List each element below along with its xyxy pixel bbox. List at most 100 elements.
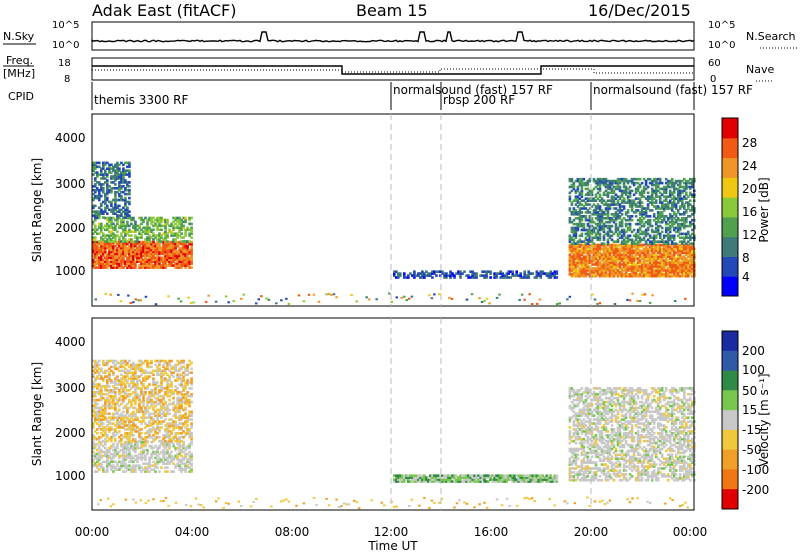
power-cell xyxy=(602,224,606,228)
power-cell xyxy=(578,249,582,253)
power-cell xyxy=(154,262,157,265)
velocity-cell xyxy=(92,408,95,412)
power-cell xyxy=(596,243,600,247)
power-cell xyxy=(92,236,95,239)
power-cell xyxy=(499,276,502,279)
power-cell xyxy=(182,250,185,254)
power-cell xyxy=(578,215,582,218)
velocity-cell xyxy=(142,392,145,396)
power-cell xyxy=(685,211,688,214)
power-cell xyxy=(574,228,578,232)
velocity-cell xyxy=(108,428,111,431)
power-cell xyxy=(604,257,608,260)
power-cell xyxy=(640,191,644,195)
power-cell xyxy=(604,243,608,247)
velocity-cell xyxy=(102,466,105,469)
power-cell xyxy=(106,254,109,258)
power-cell xyxy=(94,210,97,213)
velocity-cell xyxy=(120,394,123,398)
velocity-cell xyxy=(146,402,149,406)
power-cell xyxy=(112,254,115,258)
power-cell xyxy=(650,242,654,245)
power-cell xyxy=(674,263,678,266)
power-cell xyxy=(622,201,626,204)
power-cell xyxy=(634,269,638,272)
power-cell xyxy=(646,226,650,230)
power-cell xyxy=(666,271,670,274)
velocity-cell xyxy=(108,400,111,404)
velocity-cell xyxy=(144,422,147,425)
power-cell xyxy=(485,270,488,273)
velocity-cell xyxy=(98,371,101,374)
velocity-cell xyxy=(118,466,121,469)
power-cell xyxy=(158,238,161,241)
power-cell xyxy=(180,248,183,252)
power-cell xyxy=(184,264,187,267)
power-cell xyxy=(652,240,656,243)
power-cell xyxy=(658,179,662,183)
power-cell xyxy=(648,215,652,218)
velocity-cell xyxy=(156,422,159,425)
power-cell xyxy=(110,256,113,260)
power-cell xyxy=(689,269,692,272)
power-cell xyxy=(612,274,616,278)
velocity-cell xyxy=(132,460,135,464)
power-cell xyxy=(622,228,626,232)
power-cell xyxy=(612,271,616,274)
power-cell xyxy=(555,272,559,275)
power-cell xyxy=(126,258,129,261)
power-cell xyxy=(584,201,588,204)
velocity-cell xyxy=(96,414,99,417)
power-cell xyxy=(600,257,604,260)
power-cell xyxy=(102,234,105,237)
velocity-cell xyxy=(108,426,111,429)
velocity-cell xyxy=(112,418,115,421)
velocity-cell xyxy=(110,416,113,419)
power-cell xyxy=(114,212,117,215)
power-cell xyxy=(608,259,612,262)
power-cell xyxy=(596,181,600,185)
power-cell xyxy=(126,208,129,212)
power-cell xyxy=(186,264,189,267)
power-cell xyxy=(586,273,590,276)
power-cell xyxy=(130,244,133,248)
velocity-cell xyxy=(158,446,161,450)
velocity-cell xyxy=(152,400,155,404)
velocity-cell xyxy=(120,439,123,443)
power-cell xyxy=(104,206,107,210)
power-cell xyxy=(142,260,145,263)
velocity-cell xyxy=(144,391,147,394)
power-cell xyxy=(182,220,185,224)
power-cell xyxy=(568,255,572,258)
power-cell xyxy=(640,243,644,247)
velocity-cell xyxy=(142,456,145,460)
velocity-cell xyxy=(122,460,125,464)
power-cell xyxy=(172,256,175,260)
power-cell xyxy=(626,259,630,262)
power-cell xyxy=(172,232,175,235)
power-cell xyxy=(580,261,584,264)
power-cell xyxy=(666,249,670,253)
velocity-panel: Slant Range [km] 1000 2000 3000 4000 xyxy=(30,317,696,511)
power-cell xyxy=(166,264,169,267)
power-cell xyxy=(164,218,167,222)
power-cell xyxy=(618,187,622,191)
power-cell xyxy=(588,218,592,222)
velocity-cell xyxy=(116,361,119,365)
power-cell xyxy=(683,220,686,224)
velocity-cell xyxy=(94,394,97,398)
power-cell xyxy=(630,251,634,255)
velocity-cell xyxy=(144,442,147,446)
velocity-cell xyxy=(130,444,133,448)
power-cell xyxy=(156,216,159,220)
power-cell xyxy=(638,218,642,222)
power-cell xyxy=(112,210,115,213)
power-cell xyxy=(624,247,628,251)
power-cell xyxy=(664,257,668,260)
velocity-cell xyxy=(144,416,147,419)
power-cell xyxy=(138,224,141,228)
power-cell xyxy=(120,240,123,243)
power-cell xyxy=(594,253,598,256)
power-cell xyxy=(124,188,127,192)
power-cell xyxy=(676,228,680,232)
